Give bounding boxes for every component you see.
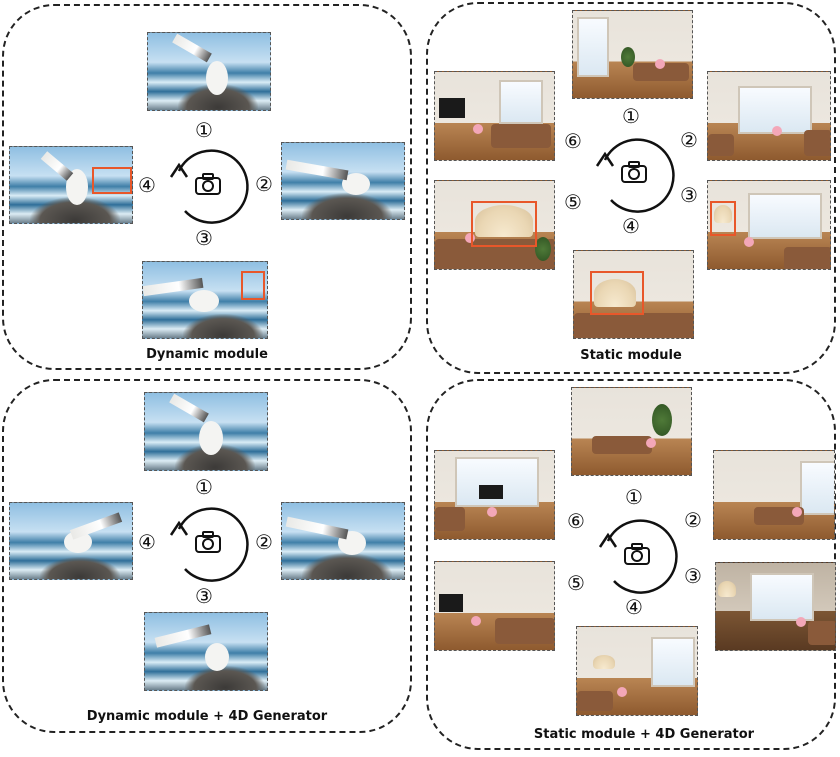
step-number-1: ① — [622, 104, 640, 128]
step-number-6: ⑥ — [567, 509, 585, 533]
seagull-image-view-3 — [142, 261, 268, 339]
room-image-view-5 — [434, 180, 555, 270]
highlight-box — [92, 167, 132, 194]
seagull-image-view-4 — [9, 146, 133, 224]
caption-dynamic-module: Dynamic module — [146, 347, 268, 362]
step-number-4: ④ — [138, 173, 156, 197]
seagull-image-view-4 — [9, 502, 133, 580]
caption-static-4d: Static module + 4D Generator — [533, 727, 755, 742]
room-image-view-1 — [572, 10, 693, 99]
room-image-view-6 — [434, 71, 555, 161]
room-image-view-3 — [715, 562, 836, 651]
seagull-image-view-1 — [147, 32, 271, 111]
seagull-image-view-2 — [281, 142, 405, 220]
step-number-2: ② — [255, 530, 273, 554]
cycle-arrow-icon — [598, 519, 678, 594]
step-number-3: ③ — [195, 226, 213, 250]
step-number-4: ④ — [625, 595, 643, 619]
camera-icon — [624, 543, 650, 565]
step-number-4: ④ — [138, 530, 156, 554]
seagull-image-view-1 — [144, 392, 268, 471]
step-number-2: ② — [255, 172, 273, 196]
step-number-5: ⑤ — [564, 190, 582, 214]
step-number-1: ① — [195, 475, 213, 499]
step-number-1: ① — [195, 118, 213, 142]
room-image-view-6 — [434, 450, 555, 540]
step-number-1: ① — [625, 485, 643, 509]
room-image-view-1 — [571, 387, 692, 476]
camera-icon — [195, 173, 221, 195]
room-image-view-4 — [576, 626, 698, 716]
camera-icon — [195, 531, 221, 553]
room-image-view-5 — [434, 561, 555, 651]
step-number-2: ② — [684, 508, 702, 532]
camera-icon — [621, 161, 647, 183]
cycle-arrow-icon — [595, 138, 675, 213]
step-number-5: ⑤ — [567, 571, 585, 595]
panel-static-module — [426, 2, 836, 374]
cycle-arrow-icon — [169, 507, 249, 582]
panel-dynamic-4d — [2, 379, 412, 733]
room-image-view-3 — [707, 180, 831, 270]
seagull-image-view-3 — [144, 612, 268, 691]
room-image-view-2 — [713, 450, 835, 540]
seagull-image-view-2 — [281, 502, 405, 580]
room-image-view-2 — [707, 71, 831, 161]
panel-dynamic-module — [2, 4, 412, 370]
step-number-3: ③ — [684, 564, 702, 588]
highlight-box — [590, 271, 644, 315]
step-number-3: ③ — [195, 584, 213, 608]
highlight-box — [471, 201, 537, 247]
caption-static-module: Static module — [580, 348, 682, 363]
caption-dynamic-4d: Dynamic module + 4D Generator — [86, 709, 328, 724]
step-number-3: ③ — [680, 183, 698, 207]
cycle-arrow-icon — [169, 149, 249, 224]
step-number-2: ② — [680, 128, 698, 152]
highlight-box — [710, 201, 736, 236]
step-number-4: ④ — [622, 214, 640, 238]
room-image-view-4 — [573, 250, 694, 339]
highlight-box — [241, 271, 265, 300]
step-number-6: ⑥ — [564, 129, 582, 153]
